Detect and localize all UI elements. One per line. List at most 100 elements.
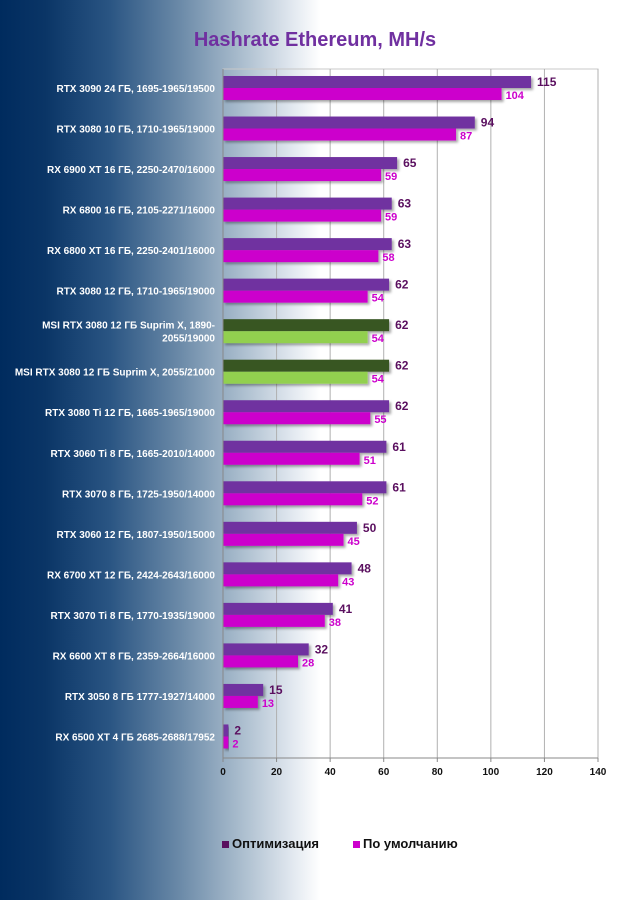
value-label-default-7: 54 [372, 374, 385, 386]
bar-optimization-16 [223, 724, 229, 737]
x-tick-label-0: 0 [220, 767, 226, 778]
bar-optimization-3 [223, 197, 392, 210]
bars-layer [223, 76, 532, 749]
value-labels: 1151049487655963596358625462546254625561… [232, 75, 556, 750]
value-label-optimization-12: 48 [358, 561, 372, 575]
value-label-default-14: 28 [302, 657, 314, 669]
value-label-optimization-0: 115 [537, 75, 557, 89]
bar-default-4 [223, 250, 379, 263]
bar-default-1 [223, 128, 457, 141]
category-labels: RTX 3090 24 ГБ, 1695-1965/19500 RTX 3080 … [15, 84, 216, 743]
bar-optimization-6 [223, 319, 390, 332]
value-label-optimization-3: 63 [398, 197, 412, 211]
legend: Оптимизация По умолчанию [222, 836, 458, 851]
value-label-optimization-13: 41 [339, 602, 353, 616]
bar-optimization-8 [223, 400, 390, 413]
value-label-optimization-1: 94 [481, 116, 495, 130]
bar-default-2 [223, 169, 382, 182]
bar-optimization-12 [223, 562, 352, 575]
value-label-optimization-6: 62 [395, 318, 409, 332]
bar-default-3 [223, 209, 382, 222]
bar-default-5 [223, 290, 368, 303]
category-label-16: RX 6500 XT 4 ГБ 2685-2688/17952 [55, 732, 215, 743]
bar-default-10 [223, 493, 363, 506]
x-tick-label-60: 60 [378, 767, 390, 778]
value-label-optimization-14: 32 [315, 642, 329, 656]
value-label-default-12: 43 [342, 576, 354, 588]
value-label-default-6: 54 [372, 333, 385, 345]
value-label-default-11: 45 [348, 536, 360, 548]
value-label-default-8: 55 [374, 414, 386, 426]
category-label-3: RX 6800 16 ГБ, 2105-2271/16000 [63, 206, 216, 217]
category-label-10: RTX 3070 8 ГБ, 1725-1950/14000 [62, 489, 215, 500]
bar-optimization-2 [223, 157, 398, 170]
legend-label-optimization: Оптимизация [232, 836, 319, 851]
value-label-optimization-10: 61 [392, 480, 406, 494]
value-label-default-16: 2 [232, 738, 238, 750]
category-label-15: RTX 3050 8 ГБ 1777-1927/14000 [65, 692, 216, 703]
value-label-default-15: 13 [262, 698, 274, 710]
value-label-default-0: 104 [506, 90, 525, 102]
bar-optimization-7 [223, 359, 390, 372]
bar-default-7 [223, 371, 368, 384]
chart-title: Hashrate Ethereum, MH/s [194, 29, 436, 51]
bar-default-12 [223, 574, 339, 587]
bar-optimization-10 [223, 481, 387, 494]
bar-default-13 [223, 614, 325, 627]
bar-default-16 [223, 736, 229, 749]
value-label-optimization-8: 62 [395, 399, 409, 413]
value-label-default-9: 51 [364, 455, 376, 467]
bar-default-15 [223, 695, 258, 708]
category-label-8: RTX 3080 Ti 12 ГБ, 1665-1965/19000 [45, 408, 215, 419]
category-label-11: RTX 3060 12 ГБ, 1807-1950/15000 [56, 530, 215, 541]
value-label-optimization-15: 15 [269, 683, 283, 697]
bar-optimization-13 [223, 602, 333, 615]
bar-optimization-11 [223, 521, 357, 534]
x-tick-label-120: 120 [536, 767, 553, 778]
value-label-optimization-4: 63 [398, 237, 412, 251]
value-label-optimization-2: 65 [403, 156, 417, 170]
value-label-default-13: 38 [329, 617, 341, 629]
value-label-default-5: 54 [372, 293, 385, 305]
value-label-default-3: 59 [385, 212, 397, 224]
bar-optimization-4 [223, 238, 392, 251]
x-tick-label-40: 40 [325, 767, 337, 778]
bar-default-0 [223, 88, 502, 100]
category-label-14: RX 6600 XT 8 ГБ, 2359-2664/16000 [53, 651, 216, 662]
x-tick-label-140: 140 [590, 767, 607, 778]
category-label-2: RX 6900 XT 16 ГБ, 2250-2470/16000 [47, 165, 215, 176]
x-tick-label-20: 20 [271, 767, 283, 778]
value-label-optimization-7: 62 [395, 359, 409, 373]
legend-swatch-optimization [222, 841, 229, 848]
value-label-default-4: 58 [382, 252, 394, 264]
category-label-0: RTX 3090 24 ГБ, 1695-1965/19500 [56, 84, 215, 95]
bar-optimization-0 [223, 76, 532, 88]
legend-swatch-default [353, 841, 360, 848]
value-label-default-2: 59 [385, 171, 397, 183]
bar-optimization-9 [223, 440, 387, 453]
category-label-4: RX 6800 XT 16 ГБ, 2250-2401/16000 [47, 246, 215, 257]
value-label-default-1: 87 [460, 131, 472, 143]
bar-optimization-14 [223, 643, 309, 656]
category-label-5: RTX 3080 12 ГБ, 1710-1965/19000 [56, 287, 215, 298]
legend-label-default: По умолчанию [363, 836, 458, 851]
value-label-optimization-16: 2 [234, 723, 241, 737]
category-label-6: MSI RTX 3080 12 ГБ Suprim X, 1890-2055/1… [42, 321, 215, 345]
bar-default-11 [223, 533, 344, 546]
category-label-13: RTX 3070 Ti 8 ГБ, 1770-1935/19000 [51, 611, 216, 622]
bar-default-6 [223, 331, 368, 344]
bar-default-8 [223, 412, 371, 425]
bar-optimization-1 [223, 116, 475, 129]
value-label-optimization-11: 50 [363, 521, 377, 535]
category-label-1: RTX 3080 10 ГБ, 1710-1965/19000 [56, 125, 215, 136]
x-axis: 0 20 40 60 80 100 120 140 [220, 69, 607, 778]
category-label-9: RTX 3060 Ti 8 ГБ, 1665-2010/14000 [51, 449, 216, 460]
bar-optimization-5 [223, 278, 390, 291]
bar-default-9 [223, 452, 360, 465]
category-label-7: MSI RTX 3080 12 ГБ Suprim X, 2055/21000 [15, 368, 216, 379]
category-label-12: RX 6700 XT 12 ГБ, 2424-2643/16000 [47, 570, 215, 581]
value-label-default-10: 52 [366, 495, 378, 507]
bar-default-14 [223, 655, 298, 668]
value-label-optimization-5: 62 [395, 278, 409, 292]
